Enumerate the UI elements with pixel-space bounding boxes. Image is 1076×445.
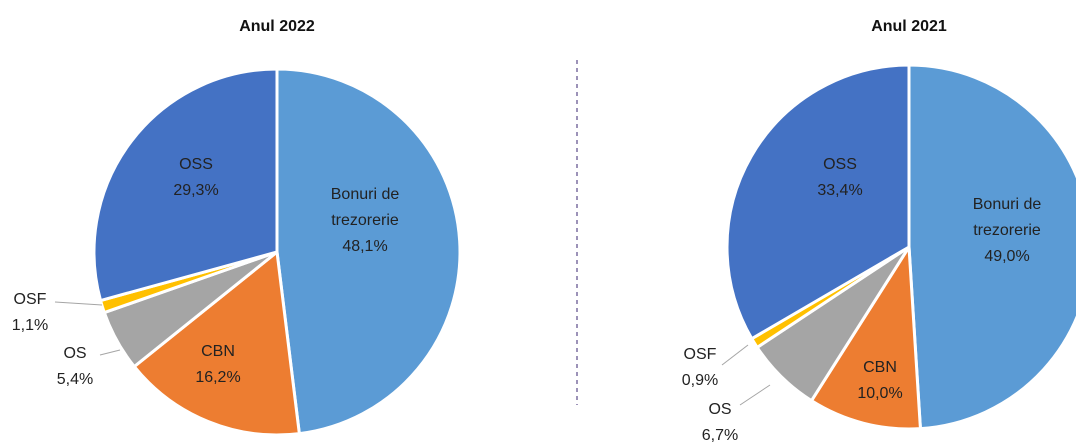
category-label: OSS (179, 156, 213, 173)
pie-slice (275, 67, 462, 436)
value-label: 16,2% (195, 369, 241, 386)
pie-slice (92, 67, 279, 303)
value-label: 1,1% (11, 317, 49, 334)
category-label: OS (708, 401, 732, 418)
pie-slice (907, 63, 1076, 431)
leader-line (99, 349, 121, 356)
leader-line (721, 344, 749, 366)
slice-label: CBN 16,2% (158, 339, 278, 391)
slice-label: OSS 29,3% (136, 152, 256, 204)
value-label: 33,4% (817, 182, 863, 199)
slice-label: CBN 10,0% (820, 355, 940, 407)
category-label: OSS (823, 156, 857, 173)
slice-label: Bonuri de trezorerie 48,1% (305, 182, 425, 260)
category-label: OSF (683, 346, 717, 363)
value-label: 5,4% (56, 371, 94, 388)
slice-label: Bonuri de trezorerie 49,0% (947, 192, 1067, 270)
slice-label: OS 5,4% (15, 341, 135, 393)
category-label: Bonuri de trezorerie (972, 196, 1042, 239)
category-label: Bonuri de trezorerie (330, 186, 400, 229)
slice-label: OSS 33,4% (780, 152, 900, 204)
slice-label: OS 6,7% (660, 397, 780, 445)
slice-label: OSF 1,1% (0, 287, 90, 339)
leader-line (54, 301, 103, 306)
value-label: 0,9% (681, 372, 719, 389)
pie-slice (132, 249, 302, 437)
chart-title: Anul 2022 (239, 18, 315, 35)
pie-slice (725, 63, 911, 341)
chart-title: Anul 2021 (871, 18, 947, 35)
category-label: OS (63, 345, 87, 362)
slice-label: OSF 0,9% (640, 342, 760, 394)
value-label: 48,1% (342, 238, 388, 255)
value-label: 49,0% (984, 248, 1030, 265)
category-label: OSF (13, 291, 47, 308)
category-label: CBN (863, 359, 897, 376)
value-label: 29,3% (173, 182, 219, 199)
leader-line (739, 384, 771, 406)
value-label: 6,7% (701, 427, 739, 444)
pie-slice (809, 242, 923, 431)
category-label: CBN (201, 343, 235, 360)
value-label: 10,0% (857, 385, 903, 402)
